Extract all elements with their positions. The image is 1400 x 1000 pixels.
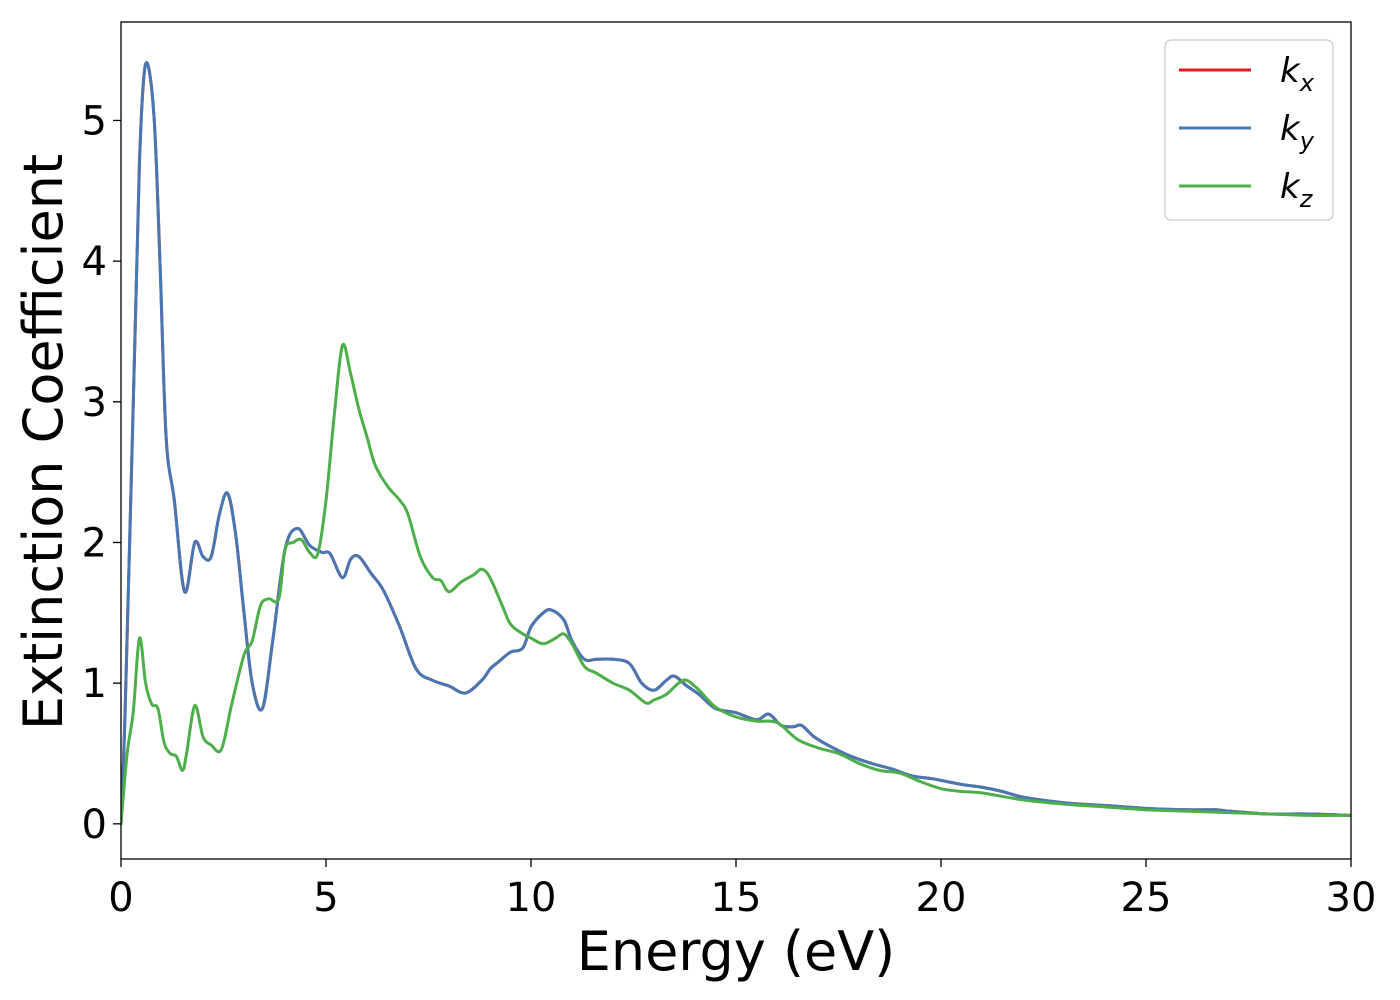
- x-tick-label: 20: [916, 875, 967, 921]
- y-tick-label: 1: [82, 661, 107, 707]
- x-tick-label: 25: [1121, 875, 1172, 921]
- y-tick-label: 0: [82, 802, 107, 848]
- x-tick-label: 10: [506, 875, 557, 921]
- x-tick-label: 5: [313, 875, 338, 921]
- legend-label-base: k: [1280, 167, 1301, 207]
- legend-label-subscript: z: [1299, 185, 1314, 213]
- y-tick-label: 2: [82, 520, 107, 566]
- series-line-y: [121, 61, 1351, 826]
- x-tick-label: 30: [1326, 875, 1377, 921]
- legend-label-subscript: y: [1299, 127, 1315, 155]
- y-tick-label: 5: [82, 98, 107, 144]
- y-axis: 0 1 2 3 4 5: [82, 98, 121, 848]
- x-axis: 0 5 10 15 20 25 30: [108, 859, 1376, 921]
- y-axis-title: Extinction Coefficient: [12, 154, 75, 730]
- y-tick-label: 3: [82, 380, 107, 426]
- legend-label: ky: [1280, 109, 1315, 155]
- x-axis-title: Energy (eV): [577, 920, 896, 983]
- legend-item-y: ky: [1179, 109, 1315, 155]
- series-line-z: [121, 342, 1351, 826]
- legend-label: kx: [1280, 51, 1315, 97]
- legend-label-subscript: x: [1299, 69, 1315, 97]
- legend-item-z: kz: [1179, 167, 1314, 213]
- x-tick-label: 15: [711, 875, 762, 921]
- legend-item-x: kx: [1179, 51, 1315, 97]
- x-tick-label: 0: [108, 875, 133, 921]
- legend-label-base: k: [1280, 109, 1301, 149]
- legend-box: [1164, 39, 1334, 221]
- y-tick-label: 4: [82, 239, 107, 285]
- legend-label: kz: [1280, 167, 1314, 213]
- series-layer: [121, 61, 1351, 826]
- legend-label-base: k: [1280, 51, 1301, 91]
